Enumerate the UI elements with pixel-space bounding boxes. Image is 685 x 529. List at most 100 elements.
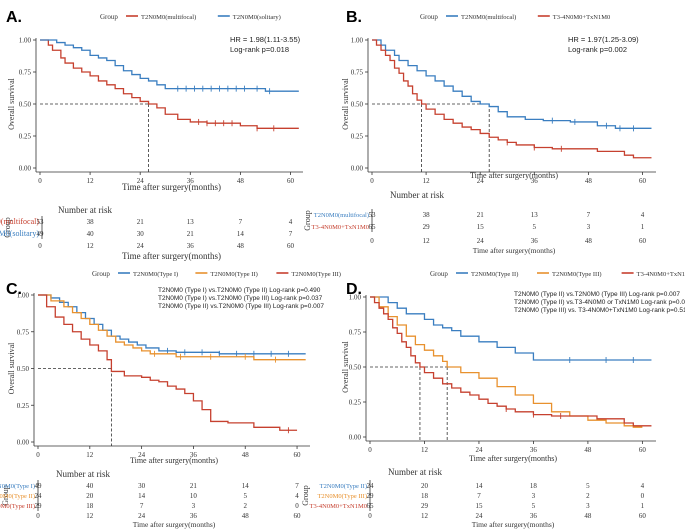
risk-x-tick-label: 48 [237, 242, 245, 250]
y-tick-label: 0.00 [351, 165, 364, 173]
x-axis-label: Time after surgery(months) [469, 454, 557, 463]
risk-x-tick-label: 0 [370, 237, 374, 245]
risk-count: 24 [35, 492, 43, 500]
risk-count: 3 [532, 492, 536, 500]
y-tick-label: 0.75 [349, 329, 362, 337]
risk-x-tick-label: 12 [423, 237, 431, 245]
risk-count: 38 [423, 211, 431, 219]
stat-text: HR = 1.98(1.11-3.55) [230, 35, 301, 44]
y-tick-label: 0.75 [351, 69, 364, 77]
panel-label: A. [6, 9, 22, 26]
y-axis-label: Overall survival [341, 77, 350, 130]
risk-count: 3 [587, 223, 591, 231]
y-tick-label: 0.75 [19, 69, 32, 77]
y-tick-label: 1.00 [19, 37, 32, 45]
risk-table-title: Number at risk [58, 205, 112, 215]
risk-count: 13 [187, 218, 195, 226]
y-tick-label: 1.00 [351, 37, 364, 45]
legend-entry: T3-4N0M0+TxN1M0 [637, 271, 685, 278]
x-tick-label: 12 [423, 177, 431, 185]
y-tick-label: 0.75 [17, 328, 30, 336]
risk-table-title: Number at risk [388, 467, 442, 477]
x-tick-label: 0 [370, 177, 374, 185]
y-tick-label: 0.50 [17, 365, 30, 373]
risk-x-tick-label: 48 [242, 512, 250, 520]
y-tick-label: 0.00 [349, 434, 362, 442]
stat-text: HR = 1.97(1.25-3.09) [568, 35, 639, 44]
legend-title: Group [100, 13, 118, 21]
legend-entry: T2N0M0(Type III) [552, 271, 602, 278]
y-tick-label: 0.00 [19, 165, 32, 173]
risk-count: 13 [531, 211, 539, 219]
legend-entry: T2N0M0(Type I) [133, 271, 178, 278]
risk-x-tick-label: 48 [585, 237, 593, 245]
risk-x-tick-label: 60 [294, 512, 302, 520]
risk-x-tick-label: 24 [477, 237, 485, 245]
survival-curve [370, 296, 652, 427]
risk-count: 65 [369, 223, 377, 231]
km-panel-3: C.Group T2N0M0(Type I) T2N0M0(Type II) T2N0… [0, 270, 341, 529]
risk-count: 7 [289, 230, 293, 238]
y-tick-label: 0.25 [17, 402, 30, 410]
y-tick-label: 0.25 [351, 133, 364, 141]
risk-count: 7 [477, 492, 481, 500]
risk-count: 29 [423, 223, 431, 231]
risk-x-tick-label: 24 [475, 512, 483, 520]
risk-x-tick-label: 24 [137, 242, 145, 250]
risk-count: 4 [289, 218, 293, 226]
y-axis-label: Overall survival [7, 77, 16, 130]
risk-count: 53 [37, 218, 45, 226]
risk-count: 2 [586, 492, 590, 500]
risk-count: 18 [86, 502, 94, 510]
survival-curve [40, 39, 299, 92]
x-tick-label: 48 [237, 177, 245, 185]
x-tick-label: 60 [287, 177, 295, 185]
risk-row-name: T2N0M0(Type III) [317, 493, 367, 500]
y-tick-label: 0.00 [17, 439, 30, 447]
risk-count: 30 [137, 230, 145, 238]
y-tick-label: 0.25 [19, 133, 32, 141]
legend: Group T2N0M0(multifocal) T3-4N0M0+TxN1M0 [420, 13, 610, 21]
risk-count: 21 [187, 230, 195, 238]
stat-text: T2N0M0 (Type II) vs.T2N0M0 (Type III) Lo… [514, 291, 680, 298]
risk-x-tick-label: 0 [36, 512, 40, 520]
risk-count: 7 [239, 218, 243, 226]
stat-text: Log-rank p=0.018 [230, 45, 289, 54]
risk-count: 3 [192, 502, 196, 510]
x-tick-label: 0 [36, 451, 40, 459]
risk-row-name: T2N0M0(multifocal) [314, 212, 369, 219]
risk-x-tick-label: 12 [87, 242, 95, 250]
risk-count: 29 [35, 502, 43, 510]
risk-count: 0 [641, 492, 645, 500]
risk-count: 10 [190, 492, 198, 500]
risk-row-name: T2N0M0(Type II) [0, 493, 35, 500]
km-panel-4: D. Group T2N0M0(Type II) T2N0M0(Type III) T3… [301, 270, 685, 529]
x-tick-label: 36 [531, 177, 539, 185]
risk-count: 40 [86, 482, 94, 490]
risk-row-name: T3-4N0M0+TxN1M0 [310, 503, 367, 510]
risk-x-tick-label: 36 [190, 512, 198, 520]
risk-count: 30 [138, 482, 146, 490]
survival-curve [372, 39, 652, 129]
risk-count: 49 [37, 230, 45, 238]
x-tick-label: 60 [639, 446, 647, 454]
x-tick-label: 60 [639, 177, 647, 185]
legend-entry: T2N0M0(Type II) [210, 271, 257, 278]
legend-entry: T2N0M0(solitary) [233, 14, 281, 21]
risk-x-tick-label: 12 [86, 512, 94, 520]
risk-count: 2 [243, 502, 247, 510]
risk-table-title: Number at risk [56, 469, 110, 479]
risk-table: Number at riskGroupT2N0M0(multifocal)533… [0, 205, 294, 261]
risk-row-name: T2N0M0(multifocal) [0, 217, 39, 226]
axes: 0.00 0.25 0.50 0.75 1.00 0 12 24 36 48 60 Time afte… [7, 37, 303, 192]
x-tick-label: 48 [585, 177, 593, 185]
risk-count: 20 [86, 492, 94, 500]
x-tick-label: 24 [475, 446, 483, 454]
km-panel-1: A. Group T2N0M0(multifocal) T2N0M0(solitary… [0, 9, 303, 261]
risk-count: 1 [641, 223, 645, 231]
risk-count: 21 [137, 218, 145, 226]
panel-label: D. [346, 281, 362, 298]
risk-group-label: Group [303, 210, 312, 230]
risk-x-tick-label: 36 [187, 242, 195, 250]
